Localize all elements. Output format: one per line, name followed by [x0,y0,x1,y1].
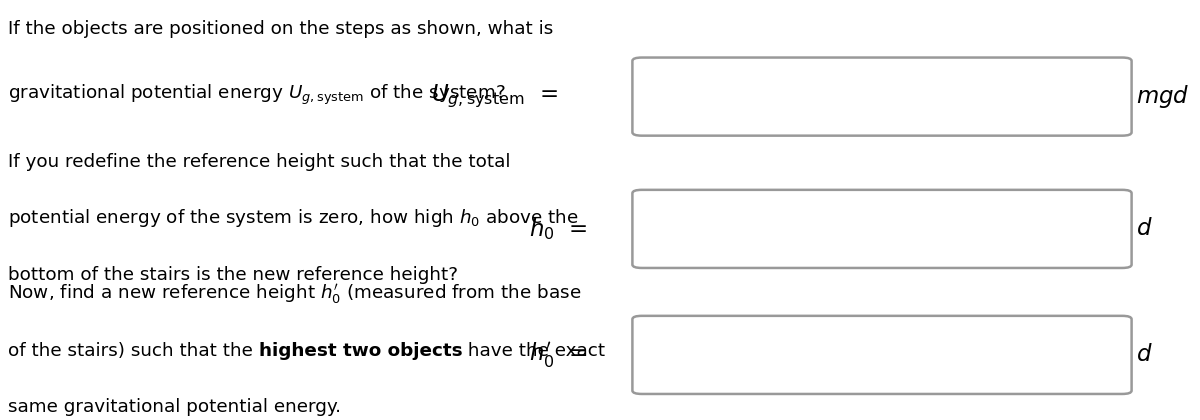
Text: $U_{g,\mathrm{system}}$  =: $U_{g,\mathrm{system}}$ = [431,83,558,110]
Text: have the exact: have the exact [462,342,606,360]
FancyBboxPatch shape [632,316,1132,394]
Text: $d$: $d$ [1136,218,1153,240]
Text: If you redefine the reference height such that the total: If you redefine the reference height suc… [8,153,510,171]
Text: $h_0'$  =: $h_0'$ = [529,340,588,370]
Text: gravitational potential energy $U_{g,\mathrm{system}}$ of the system?: gravitational potential energy $U_{g,\ma… [8,82,505,107]
Text: $d$: $d$ [1136,344,1153,366]
Text: Now, find a new reference height $h_0'$ (measured from the base: Now, find a new reference height $h_0'$ … [8,282,581,306]
Text: potential energy of the system is zero, how high $h_0$ above the: potential energy of the system is zero, … [8,207,578,229]
Text: bottom of the stairs is the new reference height?: bottom of the stairs is the new referenc… [8,266,458,284]
Text: same gravitational potential energy.: same gravitational potential energy. [8,399,341,416]
Text: If the objects are positioned on the steps as shown, what is: If the objects are positioned on the ste… [8,21,553,38]
Text: of the stairs) such that the: of the stairs) such that the [8,342,259,360]
Text: $h_0$  =: $h_0$ = [529,216,588,242]
Text: highest two objects: highest two objects [259,342,462,360]
Text: $mgd$: $mgd$ [1136,83,1190,110]
FancyBboxPatch shape [632,190,1132,268]
FancyBboxPatch shape [632,58,1132,136]
